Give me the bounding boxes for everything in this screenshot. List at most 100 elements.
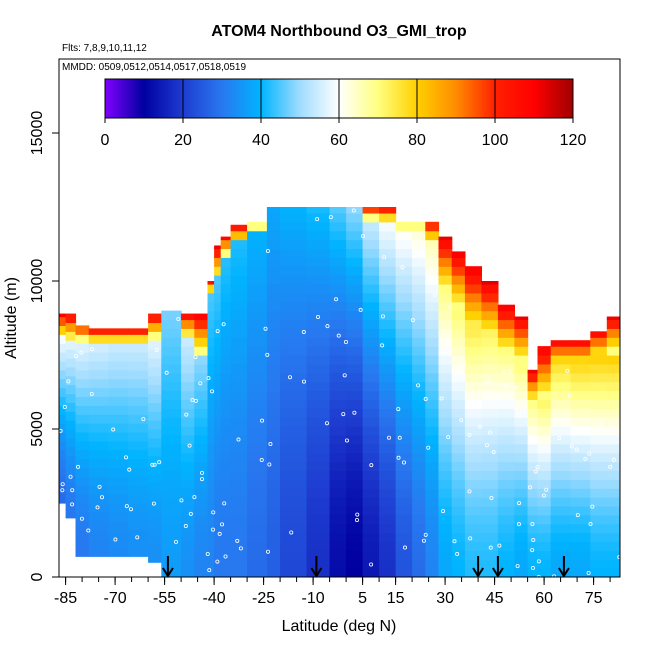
heatmap-cell (362, 337, 380, 347)
heatmap-cell (266, 559, 281, 569)
heatmap-cell (181, 372, 195, 383)
y-axis-ticks: 0 5000 10000 15000 (29, 111, 59, 581)
heatmap-cell (550, 523, 572, 534)
heatmap-cell (207, 408, 215, 418)
heatmap-cell (362, 346, 380, 356)
heatmap-cell (412, 230, 426, 241)
heatmap-cell (464, 443, 482, 454)
heatmap-cell (329, 372, 347, 383)
heatmap-cell (280, 372, 308, 383)
x-tick-label: 60 (535, 590, 553, 607)
heatmap-cell (128, 440, 149, 451)
heatmap-cell (266, 310, 281, 321)
heatmap-cell (59, 414, 67, 424)
heatmap-cell (346, 266, 364, 276)
heatmap-cell (329, 363, 347, 374)
heatmap-cell (425, 221, 440, 232)
heatmap-cell (128, 378, 149, 389)
heatmap-cell (266, 346, 281, 356)
heatmap-cell (329, 426, 347, 436)
heatmap-cell (606, 417, 620, 427)
heatmap-cell (481, 434, 499, 445)
heatmap-cell (220, 257, 232, 267)
heatmap-cell (266, 372, 281, 383)
heatmap-cell (412, 275, 426, 285)
heatmap-cell (514, 434, 529, 445)
heatmap-cell (362, 221, 380, 232)
heatmap-cell (451, 568, 466, 577)
heatmap-cell (464, 399, 482, 409)
heatmap-cell (148, 508, 162, 519)
heatmap-cell (306, 283, 331, 294)
heatmap-cell (207, 452, 215, 463)
heatmap-cell (497, 328, 515, 338)
track-point (288, 375, 293, 380)
heatmap-cell (230, 372, 248, 383)
x-axis-ticks: -85 -70 -55 -40 -25 -10 5 15 30 45 60 75 (54, 577, 611, 607)
heatmap-cell (230, 390, 248, 400)
track-point (179, 498, 184, 503)
heatmap-cell (306, 523, 331, 534)
heatmap-cell (527, 497, 539, 507)
heatmap-cell (395, 488, 413, 498)
heatmap-cell (481, 292, 499, 303)
heatmap-cell (214, 266, 222, 276)
heatmap-cell (329, 221, 347, 232)
track-point (113, 537, 118, 542)
heatmap-cell (570, 434, 591, 445)
track-point (206, 376, 211, 381)
heatmap-cell (220, 408, 232, 418)
heatmap-cell (550, 408, 572, 418)
heatmap-cell (266, 292, 281, 303)
heatmap-cell (412, 488, 426, 498)
heatmap-cell (128, 494, 149, 504)
heatmap-cell (362, 426, 380, 436)
heatmap-cell (362, 514, 380, 525)
heatmap-cell (247, 372, 268, 383)
heatmap-cell (438, 363, 453, 374)
track-point (617, 555, 620, 560)
heatmap-cell (247, 488, 268, 498)
heatmap-cell (514, 559, 529, 569)
heatmap-cell (527, 461, 539, 472)
heatmap-cell (412, 301, 426, 312)
heatmap-cell (306, 417, 331, 427)
heatmap-cell (214, 426, 222, 436)
heatmap-cell (65, 375, 77, 386)
track-point (79, 350, 84, 355)
heatmap-cell (362, 283, 380, 294)
heatmap-cell (280, 390, 308, 400)
track-point (215, 329, 220, 334)
heatmap-cell (266, 283, 281, 294)
track-point (354, 517, 359, 522)
heatmap-cell (497, 550, 515, 560)
heatmap-cell (214, 245, 222, 250)
heatmap-cell (362, 248, 380, 258)
heatmap-cell (570, 461, 591, 472)
heatmap-cell (438, 236, 453, 241)
heatmap-cell (108, 334, 129, 344)
heatmap-cell (128, 405, 149, 415)
heatmap-cell (590, 346, 608, 356)
heatmap-cell (425, 434, 440, 445)
heatmap-cell (230, 283, 248, 294)
heatmap-cell (59, 396, 67, 406)
heatmap-cell (606, 372, 620, 383)
heatmap-cell (412, 514, 426, 525)
heatmap-cell (395, 479, 413, 489)
heatmap-cell (481, 452, 499, 463)
heatmap-cell (247, 355, 268, 365)
heatmap-cell (451, 363, 466, 374)
heatmap-cell (181, 497, 195, 507)
heatmap-cell (527, 381, 539, 392)
heatmap-cell (59, 343, 67, 353)
heatmap-cell (438, 488, 453, 498)
heatmap-cell (395, 346, 413, 356)
heatmap-cell (207, 355, 215, 365)
heatmap-cell (161, 568, 182, 577)
heatmap-cell (148, 340, 162, 350)
track-point (221, 322, 226, 327)
heatmap-cell (230, 505, 248, 516)
heatmap-cell (128, 423, 149, 433)
heatmap-cell (346, 523, 364, 534)
